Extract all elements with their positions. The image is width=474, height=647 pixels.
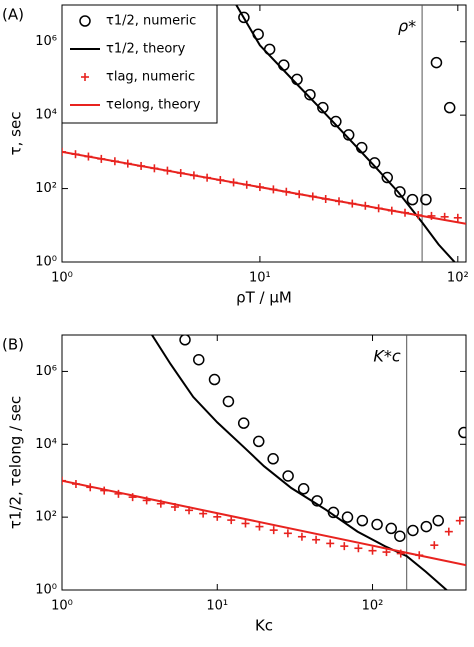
plus-marker <box>241 519 250 528</box>
x-tick-label: 10⁰ <box>51 599 73 614</box>
x-tick-label: 10² <box>362 599 384 614</box>
plus-marker <box>326 539 335 548</box>
y-tick-label: 10² <box>35 510 57 525</box>
threshold-label: ρ* <box>398 17 416 36</box>
circle-marker <box>267 453 279 465</box>
plus-marker <box>453 213 462 222</box>
threshold-label: K*c <box>373 347 400 366</box>
plus-marker <box>430 541 439 550</box>
plus-marker <box>354 544 363 553</box>
plus-marker <box>283 529 292 538</box>
circle-marker <box>304 88 316 101</box>
y-axis-label: τ1/2, τelong / sec <box>7 396 25 529</box>
y-tick-label: 10⁰ <box>35 583 57 598</box>
plot-area <box>62 5 466 262</box>
circle-marker <box>420 193 432 206</box>
circle-marker <box>371 518 383 531</box>
circle-marker <box>252 435 265 448</box>
y-tick-label: 10⁶ <box>35 34 57 49</box>
panel-label: (B) <box>2 336 24 354</box>
plus-marker <box>444 527 453 536</box>
legend-label: τlag, numeric <box>106 70 195 85</box>
x-tick-label: 10¹ <box>206 599 228 614</box>
x-axis-label: Kc <box>255 617 273 635</box>
y-tick-label: 10⁴ <box>35 108 57 123</box>
plus-marker <box>455 516 464 525</box>
circle-marker <box>297 483 310 495</box>
circle-marker <box>368 157 381 169</box>
circle-marker <box>406 193 419 206</box>
y-tick-label: 10⁴ <box>35 437 57 452</box>
plot-area <box>62 335 466 590</box>
y-tick-label: 10² <box>35 181 57 196</box>
y-tick-label: 10⁶ <box>35 364 57 379</box>
panel-label: (A) <box>2 6 24 24</box>
plus-marker <box>269 526 278 535</box>
theory-line <box>151 335 449 590</box>
panel: 10⁰ 10¹ 10² 10⁰ 10² 10⁴ 10⁶ ρ* (A) ρT / μM τ, sec τ… <box>2 4 469 307</box>
circle-marker <box>341 511 354 523</box>
circle-marker <box>238 11 250 24</box>
plus-marker <box>368 546 377 555</box>
circle-marker <box>394 530 406 542</box>
x-axis-label: ρT / μM <box>236 289 292 307</box>
x-tick-label: 10² <box>447 271 469 286</box>
x-tick-label: 10⁰ <box>51 271 73 286</box>
circle-marker <box>208 373 221 386</box>
theory-line <box>62 150 466 225</box>
circle-marker <box>430 56 443 69</box>
y-tick-label: 10⁰ <box>35 255 57 270</box>
legend-label: τ1/2, theory <box>106 42 186 57</box>
circle-marker <box>179 335 191 346</box>
circle-marker <box>222 395 235 408</box>
theory-line <box>235 5 456 262</box>
plus-marker <box>255 522 264 531</box>
circle-marker <box>237 417 250 429</box>
circle-marker <box>443 101 456 114</box>
circle-marker <box>394 186 406 198</box>
circle-marker <box>282 470 294 482</box>
circle-marker <box>330 115 342 128</box>
y-axis-label: τ, sec <box>7 112 25 156</box>
circle-marker <box>317 101 329 114</box>
plus-marker <box>340 542 349 551</box>
plot-frame <box>61 334 467 591</box>
panel: 10⁰ 10¹ 10² 10⁰ 10² 10⁴ 10⁶ K*c (B) Kc τ1/2, τelon… <box>2 334 467 635</box>
circle-marker <box>420 520 433 533</box>
legend-swatch <box>79 15 91 27</box>
plus-marker <box>312 535 321 544</box>
plus-marker <box>227 516 236 525</box>
circle-marker <box>356 514 369 527</box>
circle-marker <box>432 514 444 527</box>
legend-label: τelong, theory <box>106 98 201 113</box>
x-tick-label: 10¹ <box>249 271 271 286</box>
theory-line <box>62 479 466 567</box>
legend-label: τ1/2, numeric <box>106 14 196 29</box>
circle-marker <box>385 522 397 535</box>
legend: τ1/2, numeric τ1/2, theory τlag, numeric τe… <box>61 4 218 124</box>
circle-marker <box>193 353 205 366</box>
circle-marker <box>381 171 393 184</box>
circle-marker <box>458 426 466 439</box>
circle-marker <box>407 524 419 537</box>
plus-marker <box>297 532 306 541</box>
